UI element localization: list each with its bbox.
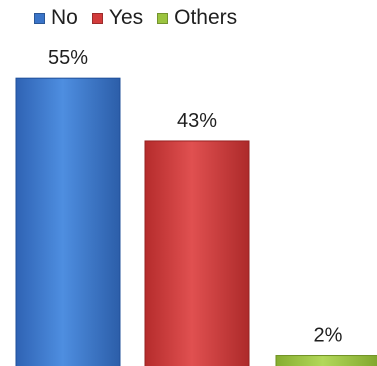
legend-label-no: No (51, 6, 78, 29)
data-label-no: 55% (48, 47, 88, 69)
legend-swatch-others (157, 12, 169, 24)
legend-label-others: Others (174, 6, 238, 29)
legend-item-others: Others (157, 6, 237, 30)
bar-no (15, 77, 121, 366)
chart-legend: No Yes Others (34, 6, 237, 30)
data-label-others: 2% (314, 325, 343, 347)
legend-label-yes: Yes (108, 6, 144, 29)
legend-item-no: No (34, 6, 78, 30)
legend-item-yes: Yes (91, 6, 144, 30)
data-label-yes: 43% (177, 110, 217, 132)
bar-others (275, 355, 377, 366)
legend-swatch-yes (91, 12, 103, 24)
data-labels-group: 55% 43% 2% (48, 47, 343, 346)
bar-yes (144, 140, 250, 366)
bars-group (15, 77, 377, 366)
legend-swatch-no (34, 12, 45, 24)
